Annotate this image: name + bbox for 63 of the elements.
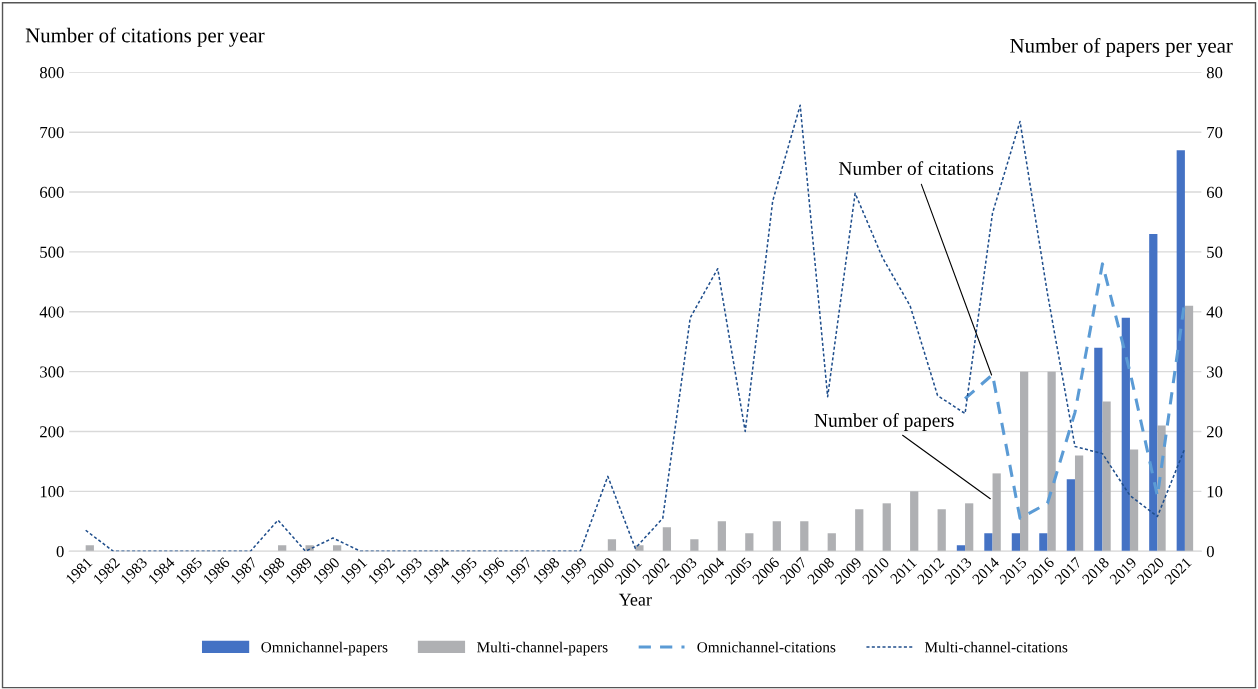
bar [910,491,919,552]
bar [1011,533,1021,552]
legend-label: Omnichannel-citations [697,641,836,653]
bar [1039,533,1048,552]
y-tick-label: 700 [40,126,64,139]
bar [800,521,809,552]
bar [1066,479,1075,552]
bar [662,527,672,552]
bar [333,545,342,552]
y2-tick-label: 40 [1206,306,1223,318]
bar [1149,233,1158,552]
y-tick-label: 0 [56,545,64,558]
bar [1184,305,1194,552]
bar [965,503,974,552]
y2-tick-label: 50 [1207,246,1223,258]
bar [882,503,891,552]
y2-tick-label: 10 [1207,486,1223,498]
y2-tick-label: 30 [1207,366,1223,378]
legend-label: Omnichannel-papers [261,641,388,656]
line-series [963,262,1187,520]
legend-label: Multi-channel-papers [477,641,608,656]
bar [1102,401,1111,552]
bar [717,521,726,552]
bar [1129,449,1139,552]
bar [992,473,1001,552]
y-axis-title: Number of citations per year [25,27,265,47]
bar [1074,455,1084,552]
y2-tick-label: 60 [1206,186,1223,199]
bar [772,521,781,552]
bar [278,545,287,552]
bar [1176,150,1185,552]
bar [937,509,946,552]
annotation: Number of citations [838,161,994,176]
bar [1121,317,1130,552]
x-axis-title: Year [618,593,652,606]
y2-tick-label: 20 [1206,426,1223,438]
x-tick-label: 1981 [65,557,93,585]
bar [1094,347,1103,552]
y-tick-label: 500 [40,246,64,258]
line-series [84,104,1186,552]
bar [635,545,644,552]
bar [1020,371,1029,552]
y-tick-label: 400 [39,306,64,318]
bar [1047,371,1056,552]
bar [85,545,94,552]
annotation: Number of papers [814,413,954,431]
bar [690,539,699,552]
bar [855,509,864,552]
y2-tick-label: 70 [1207,126,1223,139]
y-tick-label: 800 [39,67,64,79]
y2-axis-title: Number of papers per year [1010,37,1233,58]
y-tick-label: 600 [40,186,64,199]
bar [607,539,617,552]
y-tick-label: 200 [40,426,64,438]
bar [984,533,993,552]
y-tick-label: 300 [40,366,64,378]
y2-tick-label: 80 [1206,67,1223,79]
y2-tick-label: 0 [1206,545,1214,558]
legend-label: Multi-channel-citations [924,641,1068,653]
bar [745,533,754,552]
bar [956,545,966,552]
y-tick-label: 100 [40,486,64,498]
bar [827,533,836,552]
